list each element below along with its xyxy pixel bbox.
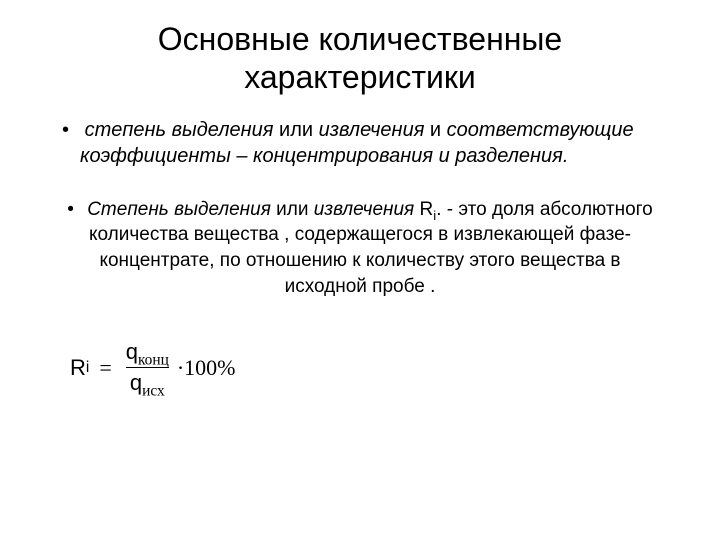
- bullet-marker-2: •: [67, 199, 74, 220]
- formula-multiplier: ·100%: [177, 355, 236, 381]
- bullet-marker: •: [62, 119, 69, 141]
- text-var-r: R: [414, 199, 433, 220]
- formula-denominator: qисх: [126, 367, 169, 396]
- slide-title: Основные количественные характеристики: [50, 20, 670, 97]
- text-plain-3: или: [271, 199, 314, 220]
- text-plain-1: или: [273, 119, 318, 141]
- text-italic-5: извлечения: [314, 199, 414, 220]
- bullet-point-1: • степень выделения или извлечения и соо…: [50, 117, 670, 169]
- text-plain-2: и: [424, 119, 446, 141]
- num-sub: конц: [138, 352, 169, 369]
- den-sub: исх: [142, 383, 165, 400]
- text-italic-1: степень выделения: [85, 119, 274, 141]
- equals-sign: =: [99, 355, 111, 381]
- formula-numerator: qконц: [122, 339, 173, 367]
- formula-lhs-var: R: [70, 355, 86, 381]
- formula-fraction: qконц qисх: [122, 339, 173, 396]
- num-var: q: [126, 339, 138, 364]
- text-italic-2: извлечения: [319, 119, 425, 141]
- den-var: q: [130, 370, 142, 395]
- text-italic-4: Степень выделения: [87, 199, 271, 220]
- bullet-point-2: • Степень выделения или извлечения Ri. -…: [50, 197, 670, 300]
- formula-equation: Ri = qконц qисх ·100%: [70, 339, 670, 396]
